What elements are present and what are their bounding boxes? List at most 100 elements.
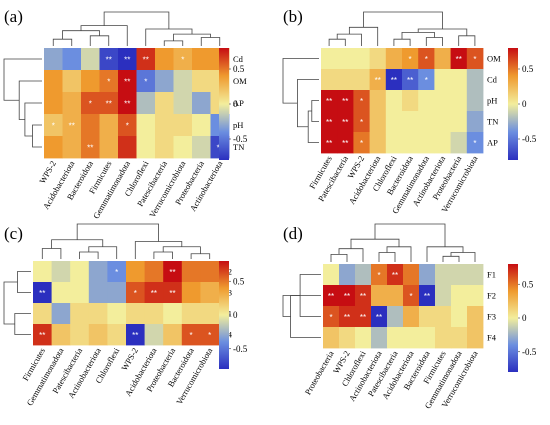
- column-dendrogram-branch: [350, 238, 400, 249]
- significance-mark: **: [391, 76, 397, 85]
- significance-mark: *: [208, 331, 211, 340]
- heatmap-cell: [450, 111, 468, 133]
- significance-mark: *: [377, 271, 380, 280]
- heatmap-cell: [353, 48, 370, 70]
- significance-mark: **: [407, 76, 413, 85]
- colorbar: [508, 48, 518, 160]
- column-dendrogram-branch: [88, 246, 118, 259]
- heatmap-cell: [321, 111, 338, 133]
- heatmap-cell: [173, 48, 193, 71]
- heatmap-cell: [369, 132, 387, 154]
- heatmap-cell: [44, 70, 63, 93]
- heatmap-cell: [107, 303, 127, 325]
- heatmap-cell: [44, 48, 63, 71]
- heatmap-cell: [144, 261, 164, 283]
- heatmap-panel-a: (a)************************CdOMAPpHTNWPS…: [3, 7, 248, 220]
- row-label: OM: [487, 54, 501, 64]
- heatmap-cell: [70, 261, 90, 283]
- significance-mark: **: [360, 292, 366, 301]
- heatmap-panel-d: (d)* **** ** ** * *** ** ** **F1F2F3F4Proteobact…: [282, 223, 537, 410]
- heatmap-cell: [33, 282, 52, 304]
- heatmap-cell: [144, 324, 164, 346]
- heatmap-cell: [339, 285, 356, 307]
- heatmap-cell: [371, 285, 388, 307]
- heatmap-cell: [355, 285, 372, 307]
- row-label: AP: [233, 98, 244, 108]
- significance-mark: **: [360, 313, 366, 322]
- heatmap-cell: [107, 324, 127, 346]
- heatmap-cell: [44, 92, 63, 115]
- significance-mark: *: [473, 139, 476, 148]
- heatmap-cell: [387, 264, 404, 286]
- column-dendrogram-branch: [162, 246, 201, 254]
- panel-label: (a): [4, 7, 23, 26]
- heatmap-cell: [403, 327, 420, 349]
- heatmap-cell: [466, 111, 484, 133]
- heatmap-cell: [163, 324, 183, 346]
- heatmap-cell: [192, 70, 211, 93]
- heatmap-cell: [451, 285, 468, 307]
- significance-mark: **: [106, 100, 112, 109]
- row-dendrogram-branch: [17, 271, 31, 293]
- significance-mark: *: [360, 118, 363, 127]
- heatmap-cell: [466, 69, 484, 91]
- heatmap-cell: [450, 48, 468, 70]
- significance-mark: *: [360, 139, 363, 148]
- heatmap-cell: [118, 136, 137, 159]
- heatmap-cell: [434, 132, 451, 154]
- heatmap-cell: [419, 285, 436, 307]
- row-dendrogram-branch: [311, 100, 319, 122]
- heatmap-cell: [339, 306, 356, 328]
- significance-mark: *: [425, 76, 428, 85]
- heatmap-cell: [51, 282, 71, 304]
- heatmap-cell: [126, 282, 145, 304]
- heatmap-cell: [387, 327, 404, 349]
- column-dendrogram-branch: [62, 30, 100, 40]
- heatmap-cell: [173, 114, 193, 137]
- heatmap-cell: [451, 327, 468, 349]
- heatmap-cell: [450, 132, 468, 154]
- row-dendrogram-branch: [14, 313, 31, 335]
- significance-mark: *: [425, 55, 428, 64]
- heatmap-cell: [450, 69, 468, 91]
- heatmap-cell: [353, 132, 370, 154]
- heatmap-cell: [173, 92, 193, 115]
- column-dendrogram-branch: [425, 37, 443, 46]
- heatmap-cell: [402, 48, 419, 70]
- heatmap-cell: [163, 261, 183, 283]
- column-dendrogram-branch: [89, 35, 110, 46]
- heatmap-cell: [337, 132, 354, 154]
- row-label: F2: [487, 291, 496, 301]
- panel-label: (c): [4, 224, 23, 243]
- heatmap-cell: [118, 70, 137, 93]
- heatmap-cell: [435, 327, 452, 349]
- significance-mark: **: [344, 292, 350, 301]
- heatmap-cell: [323, 306, 340, 328]
- heatmap-cell: [339, 264, 356, 286]
- heatmap-cell: [321, 132, 338, 154]
- colorbar-tick-label: 0: [522, 99, 527, 109]
- heatmap-cell: [99, 114, 119, 137]
- heatmap-cell: [353, 90, 370, 112]
- significance-mark: **: [326, 118, 332, 127]
- heatmap-cell: [371, 264, 388, 286]
- column-dendrogram-branch: [348, 26, 379, 46]
- heatmap-cell: [136, 48, 156, 71]
- heatmap-cell: [353, 69, 370, 91]
- column-dendrogram-branch: [336, 33, 362, 46]
- heatmap-cell: [403, 264, 420, 286]
- heatmap-cell: [466, 90, 484, 112]
- significance-mark: **: [326, 97, 332, 106]
- column-dendrogram-branch: [51, 239, 104, 249]
- column-dendrogram-branch: [330, 254, 348, 262]
- heatmap-cell: [418, 90, 435, 112]
- column-dendrogram-branch: [41, 248, 62, 259]
- significance-mark: **: [328, 292, 334, 301]
- significance-mark: **: [69, 122, 75, 131]
- colorbar: [219, 261, 229, 369]
- heatmap-cell: [62, 114, 82, 137]
- heatmap-cell: [323, 285, 340, 307]
- heatmap-cell: [99, 136, 119, 159]
- heatmap-cell: [467, 264, 484, 286]
